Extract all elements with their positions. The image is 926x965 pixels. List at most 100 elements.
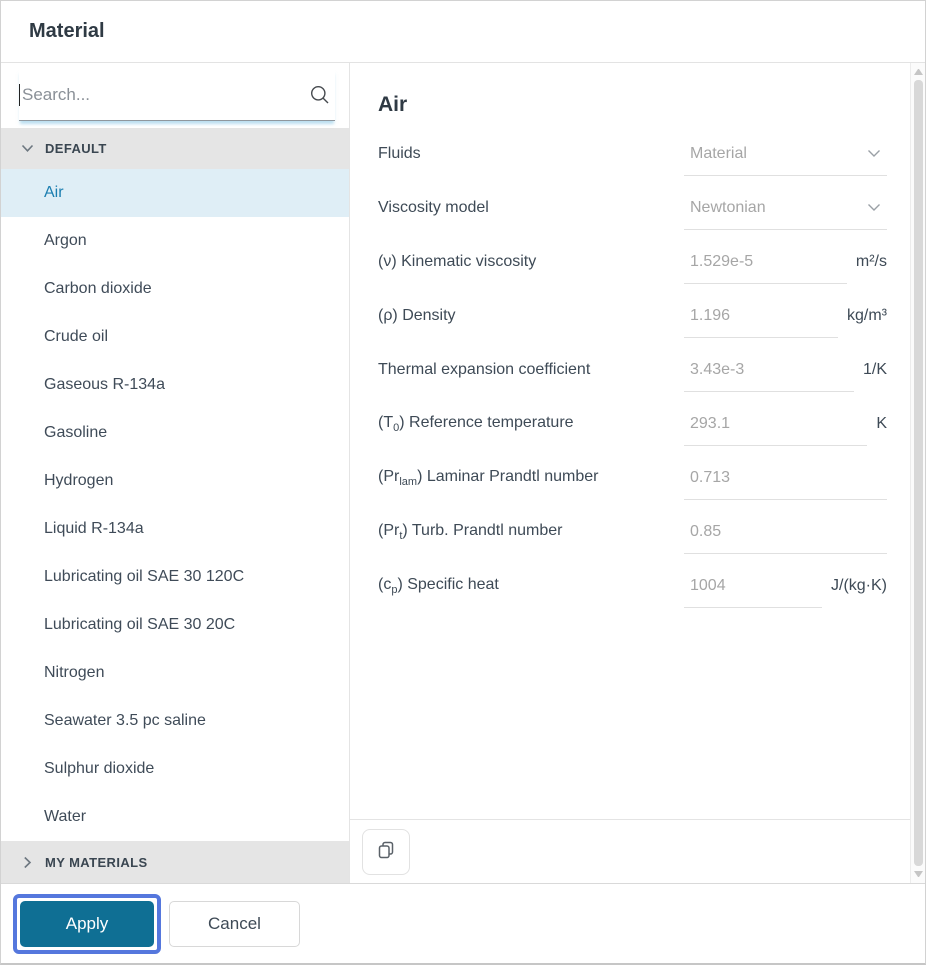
material-item-hydrogen[interactable]: Hydrogen xyxy=(1,457,349,505)
field-select[interactable]: Newtonian xyxy=(684,186,887,230)
field-row: (ν) Kinematic viscosity 1.529e-5 m²/s xyxy=(378,235,887,289)
apply-button[interactable]: Apply xyxy=(20,900,154,947)
field-value: Newtonian xyxy=(690,198,766,216)
search-block xyxy=(1,63,349,128)
material-item-sulphur-dioxide[interactable]: Sulphur dioxide xyxy=(1,745,349,793)
field-unit: 1/K xyxy=(862,361,887,378)
field-label-subscript: p xyxy=(391,584,398,597)
field-control: 1.196 kg/m³ xyxy=(684,294,887,338)
search-field[interactable] xyxy=(19,69,335,121)
field-input[interactable]: 3.43e-3 xyxy=(684,348,854,392)
section-header-default[interactable]: DEFAULT xyxy=(1,128,349,169)
field-label-subscript: t xyxy=(399,530,403,543)
field-label-text: (T xyxy=(378,413,394,431)
material-item-lubricating-oil-sae-30-20c[interactable]: Lubricating oil SAE 30 20C xyxy=(1,601,349,649)
dialog-header: Material xyxy=(1,1,925,63)
field-label-text: ) Turb. Prandtl number xyxy=(402,521,563,539)
field-value: 1.529e-5 xyxy=(690,252,754,270)
material-item-carbon-dioxide[interactable]: Carbon dioxide xyxy=(1,265,349,313)
field-control: 293.1 K xyxy=(684,402,887,446)
material-item-nitrogen[interactable]: Nitrogen xyxy=(1,649,349,697)
material-item-water[interactable]: Water xyxy=(1,793,349,841)
field-label-text: (c xyxy=(378,575,392,593)
property-fields: Fluids Material Viscosity model Newtonian (ν… xyxy=(378,127,887,613)
material-item-gaseous-r-134a[interactable]: Gaseous R-134a xyxy=(1,361,349,409)
material-item-air[interactable]: Air xyxy=(1,169,349,217)
field-value: 1004 xyxy=(690,576,726,594)
details-footer xyxy=(350,819,925,883)
material-item-lubricating-oil-sae-30-120c[interactable]: Lubricating oil SAE 30 120C xyxy=(1,553,349,601)
field-label-text: ) Reference temperature xyxy=(399,413,574,431)
search-input[interactable] xyxy=(19,84,305,105)
dialog-title: Material xyxy=(29,20,105,42)
field-value: 0.713 xyxy=(690,468,731,486)
material-details-panel: Air Fluids Material Viscosity model Newtoni… xyxy=(350,63,925,883)
material-item-liquid-r-134a[interactable]: Liquid R-134a xyxy=(1,505,349,553)
search-icon[interactable] xyxy=(305,84,335,106)
field-input[interactable]: 0.85 xyxy=(684,510,887,554)
field-unit: J/(kg·K) xyxy=(831,577,887,594)
field-label-text: Thermal expansion coefficient xyxy=(378,361,591,378)
field-label-subscript: 0 xyxy=(393,422,400,435)
field-value: 1.196 xyxy=(690,306,731,324)
field-input[interactable]: 293.1 xyxy=(684,402,868,446)
section-label: DEFAULT xyxy=(45,141,107,156)
chevron-down-icon xyxy=(867,145,881,163)
field-row: Viscosity model Newtonian xyxy=(378,181,887,235)
field-label-text: Fluids xyxy=(378,145,421,162)
scroll-down-arrow[interactable] xyxy=(914,871,923,877)
field-unit: kg/m³ xyxy=(847,307,887,324)
cancel-button[interactable]: Cancel xyxy=(169,900,300,947)
scrollbar-thumb[interactable] xyxy=(914,80,923,866)
field-input[interactable]: 1.196 xyxy=(684,294,838,338)
field-control: 0.713 xyxy=(684,456,887,500)
vertical-scrollbar[interactable] xyxy=(910,63,925,883)
field-control: Newtonian xyxy=(684,186,887,230)
field-control: 1004 J/(kg·K) xyxy=(684,564,887,608)
field-value: 3.43e-3 xyxy=(690,360,745,378)
field-label-text: Viscosity model xyxy=(378,199,489,216)
field-row: Fluids Material xyxy=(378,127,887,181)
field-select[interactable]: Material xyxy=(684,132,887,176)
field-label-text: (ρ) Density xyxy=(378,307,456,324)
chevron-down-icon xyxy=(20,144,34,153)
field-row: (Prt) Turb. Prandtl number 0.85 xyxy=(378,505,887,559)
field-label-subscript: lam xyxy=(399,476,418,489)
chevron-right-icon xyxy=(20,856,34,869)
field-control: 1.529e-5 m²/s xyxy=(684,240,887,284)
field-label: (ρ) Density xyxy=(378,307,684,325)
field-input[interactable]: 1.529e-5 xyxy=(684,240,847,284)
field-row: Thermal expansion coefficient 3.43e-3 1/K xyxy=(378,343,887,397)
material-item-gasoline[interactable]: Gasoline xyxy=(1,409,349,457)
scroll-up-arrow[interactable] xyxy=(914,69,923,75)
field-label: Viscosity model xyxy=(378,199,684,217)
field-label: (Prt) Turb. Prandtl number xyxy=(378,522,684,542)
field-label: (Prlam) Laminar Prandtl number xyxy=(378,468,684,488)
field-input[interactable]: 1004 xyxy=(684,564,822,608)
field-row: (Prlam) Laminar Prandtl number 0.713 xyxy=(378,451,887,505)
field-unit: K xyxy=(876,415,887,432)
field-label-text: (Pr xyxy=(378,467,400,485)
field-label: Thermal expansion coefficient xyxy=(378,361,684,379)
field-label: (cp) Specific heat xyxy=(378,576,684,596)
field-value: 0.85 xyxy=(690,522,722,540)
field-input[interactable]: 0.713 xyxy=(684,456,887,500)
material-item-seawater-3-5-pc-saline[interactable]: Seawater 3.5 pc saline xyxy=(1,697,349,745)
field-row: (ρ) Density 1.196 kg/m³ xyxy=(378,289,887,343)
section-header-my-materials[interactable]: MY MATERIALS xyxy=(1,841,349,884)
field-label: (T0) Reference temperature xyxy=(378,414,684,434)
material-item-crude-oil[interactable]: Crude oil xyxy=(1,313,349,361)
copy-material-button[interactable] xyxy=(362,828,410,875)
field-control: 3.43e-3 1/K xyxy=(684,348,887,392)
material-item-argon[interactable]: Argon xyxy=(1,217,349,265)
field-label-text: (Pr xyxy=(378,521,400,539)
field-label-text: ) Specific heat xyxy=(397,575,499,593)
apply-focus-ring: Apply xyxy=(13,893,161,954)
field-control: Material xyxy=(684,132,887,176)
field-row: (cp) Specific heat 1004 J/(kg·K) xyxy=(378,559,887,613)
details-content: Air Fluids Material Viscosity model Newtoni… xyxy=(350,63,925,819)
field-unit: m²/s xyxy=(855,253,887,270)
material-name-title: Air xyxy=(378,93,408,116)
